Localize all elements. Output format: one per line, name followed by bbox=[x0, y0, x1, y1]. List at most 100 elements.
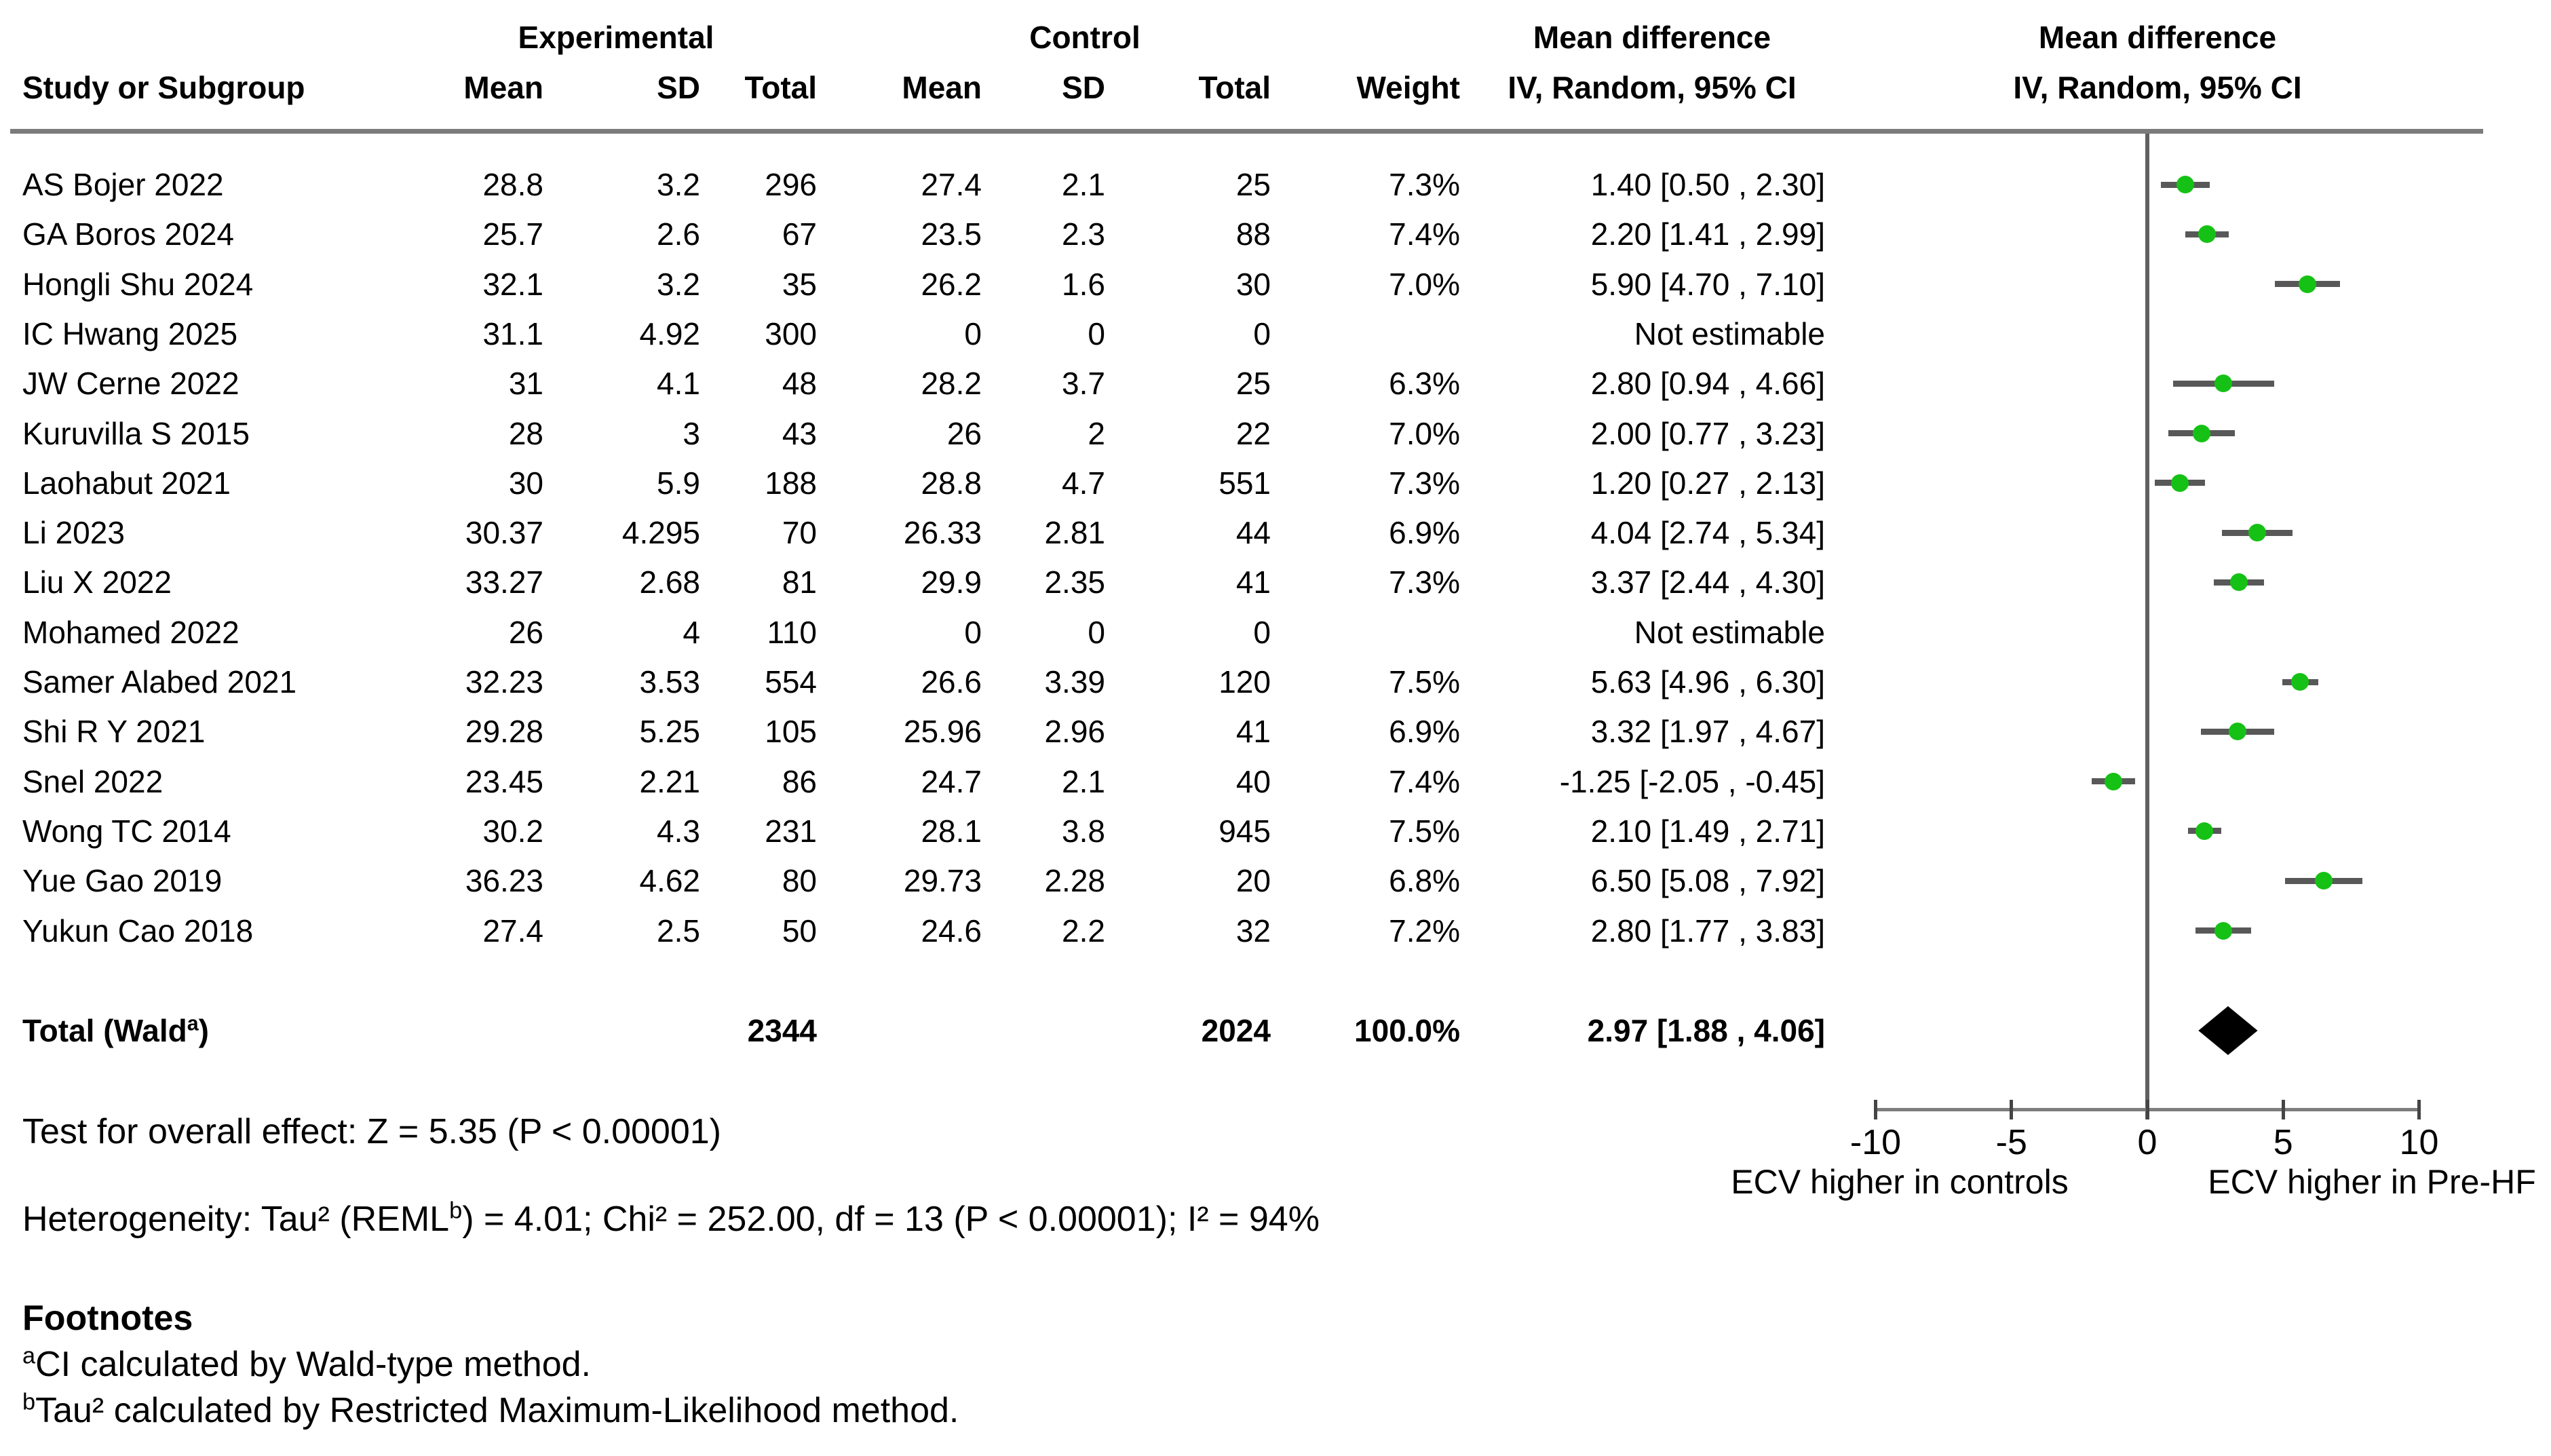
heterogeneity-superscript: b bbox=[449, 1198, 463, 1224]
heterogeneity-post: ) = 4.01; Chi² = 252.00, df = 13 (P < 0.… bbox=[462, 1200, 1320, 1239]
study-name-cell: Snel 2022 bbox=[22, 763, 164, 799]
plot-header-mean-difference: Mean difference bbox=[2038, 20, 2277, 55]
plot-header-method: IV, Random, 95% CI bbox=[2013, 70, 2302, 105]
axis-label-left: ECV higher in controls bbox=[1731, 1163, 2069, 1201]
ctrl-sd-cell: 1.6 bbox=[1062, 266, 1105, 302]
axis-tick bbox=[2417, 1100, 2421, 1119]
effect-marker bbox=[2104, 772, 2122, 790]
study-name-cell: Hongli Shu 2024 bbox=[22, 266, 254, 302]
study-name-cell: Samer Alabed 2021 bbox=[22, 664, 297, 700]
ci-text-cell: 5.63 [4.96 , 6.30] bbox=[1590, 664, 1825, 700]
ctrl-total-cell: 30 bbox=[1235, 266, 1271, 302]
effect-marker bbox=[2198, 225, 2217, 244]
ctrl-sd-cell: 2.3 bbox=[1062, 216, 1105, 252]
column-header-exp-mean: Mean bbox=[463, 70, 543, 105]
ctrl-sd-cell: 3.8 bbox=[1062, 813, 1105, 849]
exp-sd-cell: 4.1 bbox=[657, 366, 700, 402]
exp-total-cell: 105 bbox=[765, 714, 817, 750]
exp-sd-cell: 5.9 bbox=[657, 465, 700, 501]
axis-tick bbox=[1874, 1100, 1877, 1119]
effect-marker bbox=[2228, 723, 2246, 741]
group-header-experimental: Experimental bbox=[518, 20, 714, 55]
column-header-ctrl-mean: Mean bbox=[902, 70, 982, 105]
ctrl-mean-cell: 28.2 bbox=[921, 366, 982, 402]
ctrl-mean-cell: 0 bbox=[964, 614, 982, 650]
ci-text-cell: 2.80 [0.94 , 4.66] bbox=[1590, 366, 1825, 402]
exp-total-cell: 70 bbox=[782, 515, 817, 551]
column-header-method-left: IV, Random, 95% CI bbox=[1508, 70, 1797, 105]
ctrl-sd-cell: 2 bbox=[1088, 415, 1105, 451]
ci-text-cell: 2.00 [0.77 , 3.23] bbox=[1590, 415, 1825, 451]
ctrl-mean-cell: 24.7 bbox=[921, 763, 982, 799]
ctrl-total-cell: 88 bbox=[1235, 216, 1271, 252]
axis-tick-label: -5 bbox=[1995, 1123, 2027, 1162]
footnote-b-text: Tau² calculated by Restricted Maximum-Li… bbox=[35, 1391, 959, 1430]
exp-sd-cell: 4.3 bbox=[657, 813, 700, 849]
total-label-text: Total (Wald bbox=[22, 1013, 187, 1048]
exp-sd-cell: 3 bbox=[683, 415, 700, 451]
ctrl-mean-cell: 25.96 bbox=[903, 714, 982, 750]
exp-mean-cell: 33.27 bbox=[465, 564, 543, 600]
exp-mean-cell: 30.2 bbox=[482, 813, 543, 849]
ctrl-total-cell: 25 bbox=[1235, 366, 1271, 402]
effect-marker bbox=[2291, 673, 2309, 691]
column-header-weight: Weight bbox=[1356, 70, 1460, 105]
ci-text-cell: Not estimable bbox=[1634, 614, 1825, 650]
ctrl-mean-cell: 28.8 bbox=[921, 465, 982, 501]
ci-text-cell: 1.20 [0.27 , 2.13] bbox=[1590, 465, 1825, 501]
axis-tick-label: 0 bbox=[2137, 1123, 2157, 1162]
exp-mean-cell: 30 bbox=[508, 465, 543, 501]
exp-total-cell: 35 bbox=[782, 266, 817, 302]
axis-tick-label: -10 bbox=[1849, 1123, 1902, 1162]
ctrl-mean-cell: 26 bbox=[946, 415, 982, 451]
exp-mean-cell: 29.28 bbox=[465, 714, 543, 750]
ctrl-total-cell: 41 bbox=[1235, 714, 1271, 750]
exp-mean-cell: 32.23 bbox=[465, 664, 543, 700]
ctrl-mean-cell: 26.2 bbox=[921, 266, 982, 302]
ctrl-sd-cell: 2.81 bbox=[1044, 515, 1105, 551]
exp-mean-cell: 31.1 bbox=[482, 315, 543, 351]
study-name-cell: Li 2023 bbox=[22, 515, 125, 551]
weight-cell: 7.2% bbox=[1389, 913, 1460, 949]
axis-tick bbox=[2010, 1100, 2014, 1119]
weight-cell: 6.9% bbox=[1389, 515, 1460, 551]
study-name-cell: Yue Gao 2019 bbox=[22, 863, 223, 899]
exp-total-cell: 50 bbox=[782, 913, 817, 949]
weight-cell: 7.5% bbox=[1389, 664, 1460, 700]
ctrl-total-cell: 44 bbox=[1235, 515, 1271, 551]
ctrl-sd-cell: 3.7 bbox=[1062, 366, 1105, 402]
column-header-exp-sd: SD bbox=[657, 70, 700, 105]
exp-mean-cell: 28 bbox=[508, 415, 543, 451]
ctrl-sd-cell: 2.96 bbox=[1044, 714, 1105, 750]
total-ci: 2.97 [1.88 , 4.06] bbox=[1587, 1013, 1825, 1048]
study-name-cell: Liu X 2022 bbox=[22, 564, 172, 600]
weight-cell: 7.0% bbox=[1389, 266, 1460, 302]
group-header-control: Control bbox=[1029, 20, 1140, 55]
column-header-ctrl-total: Total bbox=[1198, 70, 1271, 105]
effect-marker bbox=[2299, 275, 2317, 293]
exp-total-cell: 86 bbox=[782, 763, 817, 799]
exp-sd-cell: 2.5 bbox=[657, 913, 700, 949]
total-row-label: Total (Walda) bbox=[22, 1006, 209, 1055]
effect-marker bbox=[2193, 424, 2211, 442]
header-divider-rule bbox=[10, 129, 2483, 134]
exp-mean-cell: 36.23 bbox=[465, 863, 543, 899]
exp-sd-cell: 3.53 bbox=[639, 664, 700, 700]
exp-mean-cell: 25.7 bbox=[482, 216, 543, 252]
effect-marker bbox=[2229, 573, 2248, 592]
ctrl-sd-cell: 3.39 bbox=[1044, 664, 1105, 700]
exp-total-cell: 48 bbox=[782, 366, 817, 402]
ci-text-cell: 3.37 [2.44 , 4.30] bbox=[1590, 564, 1825, 600]
ctrl-total-cell: 25 bbox=[1235, 167, 1271, 202]
total-exp-total: 2344 bbox=[747, 1013, 817, 1048]
study-name-cell: Wong TC 2014 bbox=[22, 813, 231, 849]
ctrl-sd-cell: 4.7 bbox=[1062, 465, 1105, 501]
exp-total-cell: 296 bbox=[765, 167, 817, 202]
total-label-superscript: a bbox=[187, 1012, 199, 1035]
ci-text-cell: 3.32 [1.97 , 4.67] bbox=[1590, 714, 1825, 750]
ctrl-mean-cell: 23.5 bbox=[921, 216, 982, 252]
weight-cell: 7.3% bbox=[1389, 465, 1460, 501]
ctrl-sd-cell: 2.1 bbox=[1062, 167, 1105, 202]
exp-mean-cell: 28.8 bbox=[482, 167, 543, 202]
weight-cell: 7.0% bbox=[1389, 415, 1460, 451]
